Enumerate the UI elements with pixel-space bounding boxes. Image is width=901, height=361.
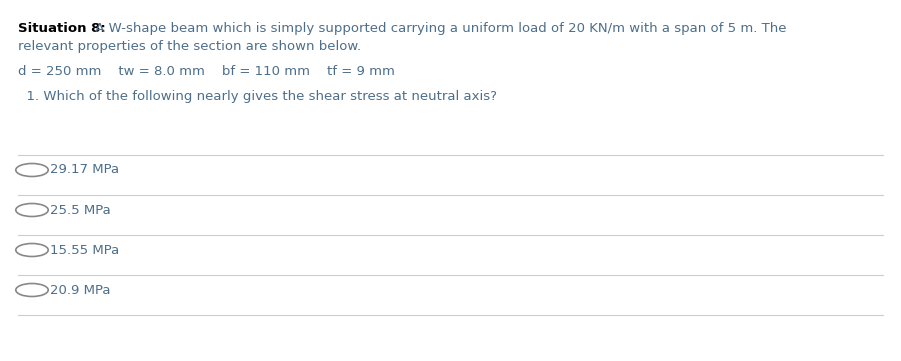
Text: 29.17 MPa: 29.17 MPa [50, 164, 119, 177]
Text: d = 250 mm    tw = 8.0 mm    bf = 110 mm    tf = 9 mm: d = 250 mm tw = 8.0 mm bf = 110 mm tf = … [18, 65, 395, 78]
Text: 15.55 MPa: 15.55 MPa [50, 244, 119, 257]
Text: 1. Which of the following nearly gives the shear stress at neutral axis?: 1. Which of the following nearly gives t… [18, 90, 497, 103]
Text: 20.9 MPa: 20.9 MPa [50, 283, 111, 296]
Text: A W-shape beam which is simply supported carrying a uniform load of 20 KN/m with: A W-shape beam which is simply supported… [91, 22, 787, 35]
Text: 25.5 MPa: 25.5 MPa [50, 204, 111, 217]
Text: Situation 8:: Situation 8: [18, 22, 105, 35]
Text: relevant properties of the section are shown below.: relevant properties of the section are s… [18, 40, 361, 53]
